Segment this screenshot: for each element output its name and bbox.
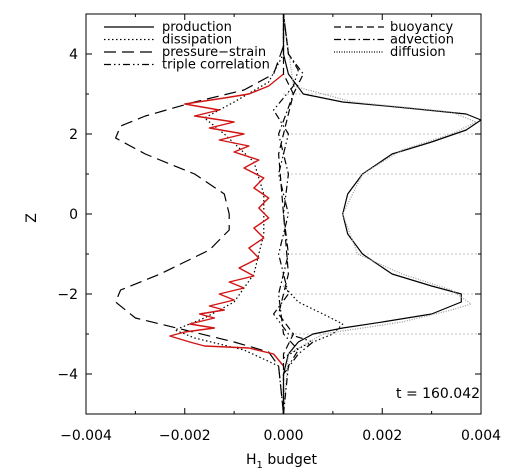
series-line-red-total (169, 73, 285, 367)
legend: productiondissipationpressure−straintrip… (104, 20, 454, 73)
legend-label: production (162, 20, 232, 35)
plot-lines (115, 13, 482, 415)
series-line-dissipation (174, 14, 285, 415)
x-tick-label: 0.002 (362, 428, 402, 444)
series-line-triple-correlation (273, 13, 314, 414)
legend-column-left: productiondissipationpressure−straintrip… (104, 20, 270, 73)
legend-label: advection (390, 33, 454, 48)
y-tick-label: 0 (69, 207, 78, 223)
y-tick-label: −2 (57, 287, 78, 303)
legend-label: pressure−strain (162, 45, 266, 60)
x-tick-label: 0.000 (263, 428, 303, 444)
y-tick-label: 4 (69, 47, 78, 63)
y-tick-label: −4 (57, 367, 78, 383)
x-tick-label: −0.004 (60, 428, 112, 444)
legend-label: dissipation (162, 33, 232, 48)
x-tick-label: −0.002 (159, 428, 211, 444)
series-line-pressure-strain (115, 14, 285, 415)
x-axis-label-rest: budget (263, 452, 318, 468)
reference-lines (283, 93, 481, 335)
series-line-diffusion (282, 13, 477, 415)
x-axis-label-main: H (246, 452, 257, 468)
y-axis-label: Z (24, 213, 40, 223)
x-tick-label: 0.004 (461, 428, 501, 444)
y-tick-label: 2 (69, 127, 78, 143)
axis-ticks: −0.004 −0.002 0.000 0.002 0.004 −4 −2 0 2 4 (57, 13, 501, 444)
legend-label: buoyancy (390, 20, 453, 35)
x-axis-label-subscript: 1 (257, 460, 263, 471)
series-line-production (282, 14, 482, 414)
x-axis-label: H1 budget (246, 452, 318, 471)
time-annotation: t = 160.042 (396, 386, 480, 402)
legend-label: triple correlation (162, 58, 270, 73)
legend-label: diffusion (390, 45, 446, 60)
series-line-dissipation-positive (283, 285, 344, 359)
